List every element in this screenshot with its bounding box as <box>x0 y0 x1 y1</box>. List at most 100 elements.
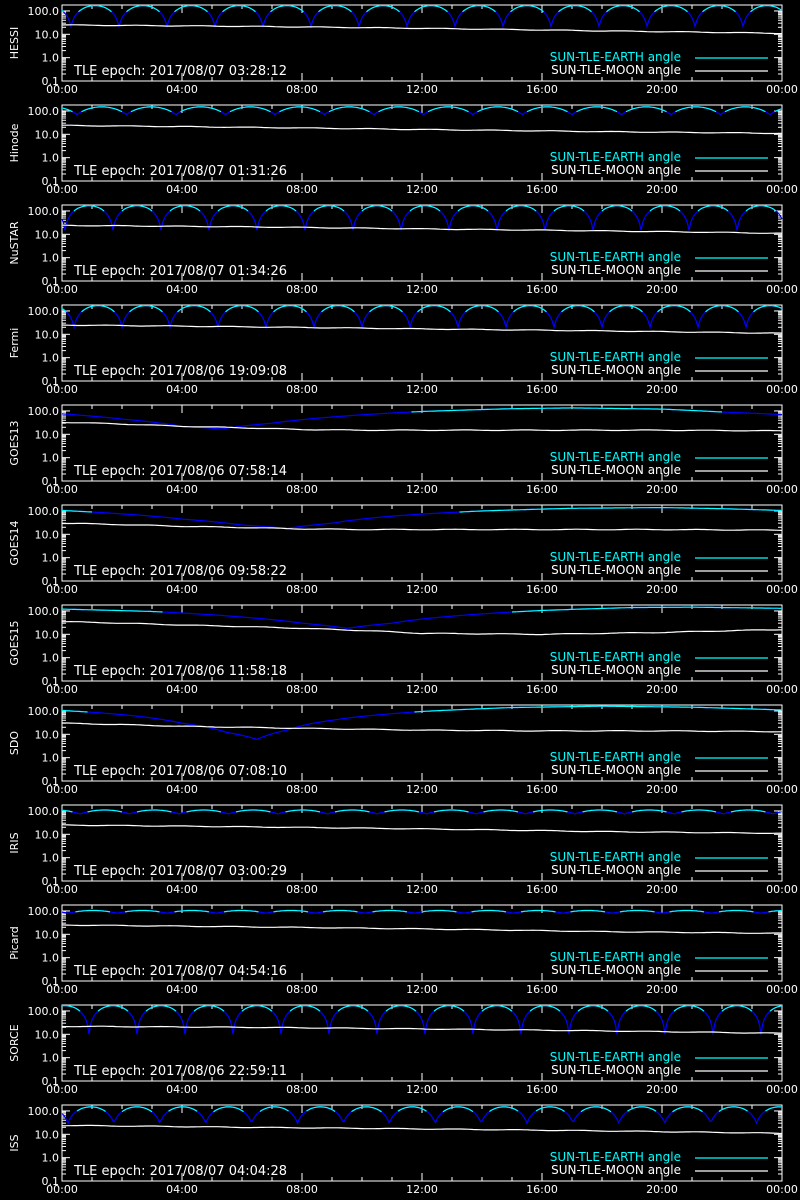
panel-fermi: 100.010.01.00.100:00 04:00 08:00 12:00 16:00… <box>8 304 798 396</box>
y-tick-label: 10.0 <box>35 928 60 941</box>
satellite-label: GOES14 <box>8 520 21 565</box>
tle-epoch-label: TLE epoch: 2017/08/06 07:58:14 <box>73 464 287 479</box>
x-tick-label: 00:00 <box>766 983 798 996</box>
x-tick-label: 12:00 <box>406 1183 438 1196</box>
earth-angle-line-high <box>81 106 123 113</box>
earth-angle-line-high <box>669 909 705 913</box>
x-tick-label: 08:00 <box>286 583 318 596</box>
satellite-label: SDO <box>8 731 21 755</box>
x-tick-label: 00:00 <box>46 283 78 296</box>
x-tick-label: 04:00 <box>166 983 198 996</box>
legend-earth-label: SUN-TLE-EARTH angle <box>550 250 681 264</box>
satellite-label: NuSTAR <box>8 221 21 265</box>
moon-angle-line <box>61 824 783 835</box>
satellite-label: Hinode <box>8 123 21 162</box>
earth-angle-line-high <box>384 809 420 813</box>
legend-moon-label: SUN-TLE-MOON angle <box>551 163 681 177</box>
earth-angle-line-high <box>513 305 547 313</box>
earth-angle-line-high <box>702 4 736 13</box>
earth-angle-line-high <box>753 305 783 313</box>
earth-angle-line-high <box>511 606 782 613</box>
x-tick-label: 20:00 <box>646 283 678 296</box>
y-tick-label: 0.1 <box>42 75 60 88</box>
x-tick-label: 00:00 <box>46 883 78 896</box>
y-tick-label: 10.0 <box>35 1028 60 1041</box>
earth-angle-line-high <box>649 205 681 212</box>
panel-hinode: 100.010.01.00.100:00 04:00 08:00 12:00 16:00… <box>8 104 798 196</box>
earth-angle-line-high <box>259 1106 289 1112</box>
earth-angle-line-high <box>273 909 309 913</box>
y-tick-label: 100.0 <box>28 1105 60 1118</box>
tle-epoch-label: TLE epoch: 2017/08/06 11:58:18 <box>73 664 287 679</box>
earth-angle-line-high <box>361 205 393 212</box>
moon-angle-line <box>62 722 783 733</box>
earth-angle-line-high <box>174 909 210 913</box>
tle-epoch-label: TLE epoch: 2017/08/06 19:09:08 <box>73 364 287 379</box>
earth-angle-line-high <box>489 1106 519 1112</box>
y-tick-label: 10.0 <box>35 128 60 141</box>
earth-angle-line-high <box>409 205 441 212</box>
earth-angle-line-high <box>510 4 544 13</box>
tle-epoch-label: TLE epoch: 2017/08/06 07:08:10 <box>73 764 287 779</box>
satellite-label: GOES15 <box>8 620 21 665</box>
earth-angle-line-high <box>526 106 568 113</box>
earth-angle-line-high <box>681 809 717 813</box>
earth-angle-line-high <box>186 809 222 813</box>
x-tick-label: 00:00 <box>766 1083 798 1096</box>
panel-goes13: 100.010.01.00.100:00 04:00 08:00 12:00 16:00… <box>8 404 798 496</box>
x-tick-label: 08:00 <box>286 883 318 896</box>
y-tick-label: 0.1 <box>42 975 60 988</box>
earth-angle-line-high <box>520 909 556 913</box>
earth-angle-line-high <box>481 1005 513 1012</box>
x-tick-label: 04:00 <box>166 1083 198 1096</box>
earth-angle-line-high <box>433 1005 465 1012</box>
y-tick-label: 0.1 <box>42 575 60 588</box>
legend-earth-label: SUN-TLE-EARTH angle <box>550 450 681 464</box>
tle-epoch-label: TLE epoch: 2017/08/07 04:04:28 <box>73 1164 287 1179</box>
earth-angle-line-high <box>654 4 688 13</box>
earth-angle-line-high <box>459 506 783 513</box>
x-tick-label: 08:00 <box>286 283 318 296</box>
earth-angle-line-high <box>366 4 400 13</box>
x-tick-label: 12:00 <box>406 783 438 796</box>
x-tick-label: 00:00 <box>46 1083 78 1096</box>
earth-angle-line-high <box>657 305 691 313</box>
earth-angle-line-high <box>121 205 153 212</box>
y-tick-label: 10.0 <box>35 328 60 341</box>
x-tick-label: 16:00 <box>526 83 558 96</box>
x-tick-label: 20:00 <box>646 1183 678 1196</box>
x-tick-label: 00:00 <box>766 283 798 296</box>
earth-angle-line-high <box>126 4 160 13</box>
x-tick-label: 20:00 <box>646 1083 678 1096</box>
moon-angle-line <box>61 421 783 432</box>
legend-earth-label: SUN-TLE-EARTH angle <box>550 650 681 664</box>
earth-angle-line-high <box>462 4 496 13</box>
legend-moon-label: SUN-TLE-MOON angle <box>551 1063 681 1077</box>
x-tick-label: 04:00 <box>166 383 198 396</box>
earth-angle-line-high <box>306 1106 336 1112</box>
earth-angle-line-high <box>414 4 448 13</box>
earth-angle-line-high <box>769 1005 783 1012</box>
x-tick-label: 12:00 <box>406 283 438 296</box>
satellite-label: IRIS <box>8 832 21 853</box>
moon-angle-line <box>62 124 783 135</box>
earth-angle-line-high <box>321 305 355 313</box>
y-tick-label: 1.0 <box>42 252 60 265</box>
x-tick-label: 04:00 <box>166 183 198 196</box>
panel-sdo: 100.010.01.00.100:00 04:00 08:00 12:00 16:00… <box>8 704 798 796</box>
tle-epoch-label: TLE epoch: 2017/08/06 22:59:11 <box>73 1064 287 1079</box>
panel-sorce: 100.010.01.00.100:00 04:00 08:00 12:00 16:00… <box>8 1004 798 1096</box>
earth-angle-line-high <box>378 106 420 113</box>
earth-angle-line-high <box>130 106 172 113</box>
earth-angle-line-high <box>121 1106 153 1113</box>
earth-angle-line-high <box>385 1005 417 1012</box>
earth-angle-line-high <box>724 106 766 113</box>
earth-angle-line-high <box>730 809 766 813</box>
earth-angle-line-high <box>561 305 595 313</box>
earth-angle-line-high <box>235 809 271 813</box>
y-tick-label: 1.0 <box>42 952 60 965</box>
x-tick-label: 20:00 <box>646 583 678 596</box>
x-tick-label: 00:00 <box>766 83 798 96</box>
y-tick-label: 0.1 <box>42 375 60 388</box>
